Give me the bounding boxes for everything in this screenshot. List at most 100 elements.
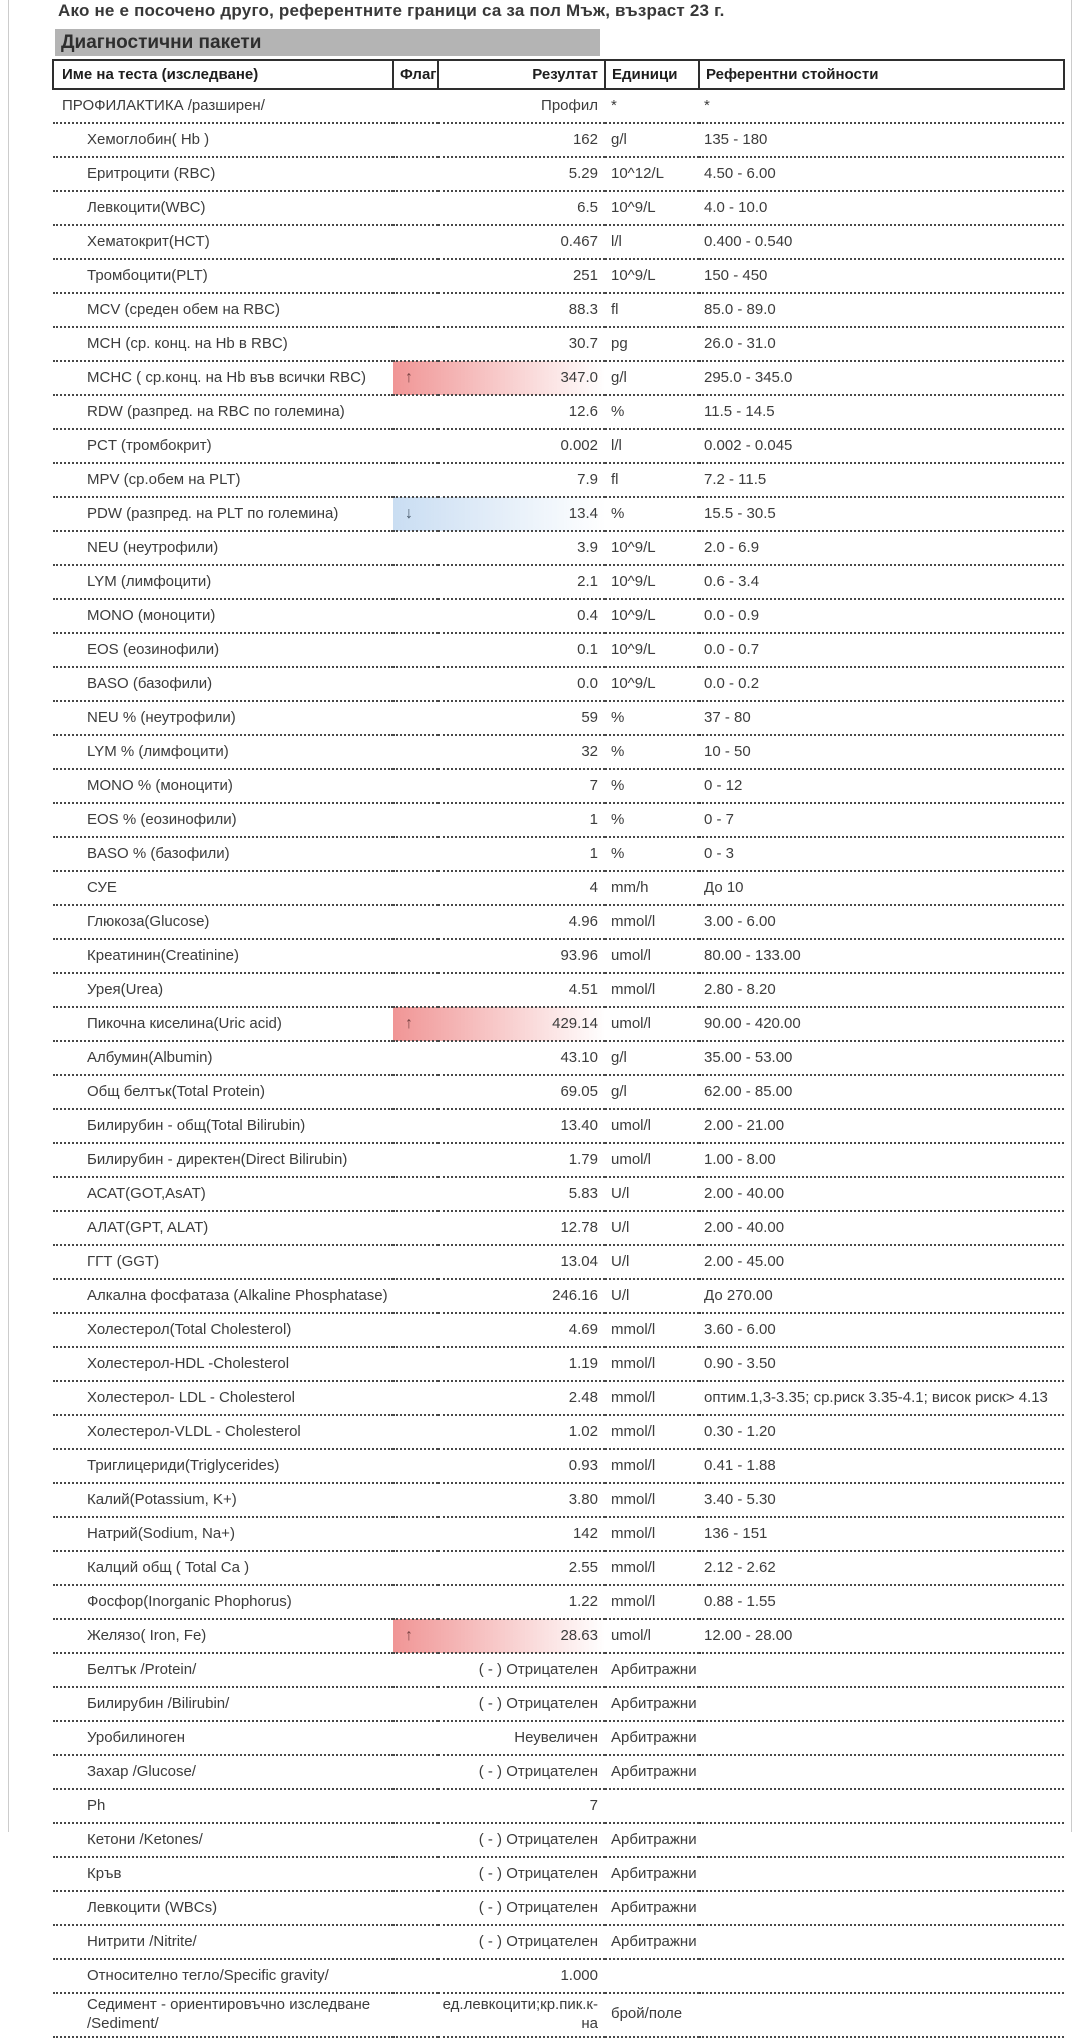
units-value: Арбитражни (605, 1653, 699, 1688)
test-name: Желязо( Iron, Fe) (53, 1619, 393, 1654)
flag-cell (393, 123, 438, 158)
test-name: PDW (разпред. на PLT по големина) (53, 497, 393, 532)
result-value: ( - ) Отрицателен (438, 1687, 605, 1722)
reference-range (699, 1755, 1064, 1790)
flag-cell (393, 1653, 438, 1688)
test-name: Левкоцити(WBC) (53, 191, 393, 226)
flag-cell (393, 1211, 438, 1246)
table-row: Нитрити /Nitrite/ ( - ) Отрицателен Арбитр… (53, 1925, 1064, 1960)
result-value: 0.002 (438, 429, 605, 464)
test-name: Общ белтък(Total Protein) (53, 1075, 393, 1110)
reference-range: 37 - 80 (699, 701, 1064, 736)
units-value: mmol/l (605, 1381, 699, 1416)
units-value: 10^9/L (605, 667, 699, 702)
reference-range (699, 1891, 1064, 1926)
units-value: mmol/l (605, 1449, 699, 1484)
flag-cell (393, 1687, 438, 1722)
flag-cell (393, 1381, 438, 1416)
table-row: ГГТ (GGT) 13.04 U/l 2.00 - 45.00 (53, 1245, 1064, 1280)
reference-range: 11.5 - 14.5 (699, 395, 1064, 430)
table-row: Холестерол-VLDL - Cholesterol 1.02 mmol/l 0… (53, 1415, 1064, 1450)
units-value: mmol/l (605, 1347, 699, 1382)
units-value: % (605, 735, 699, 770)
test-name: LYM (лимфоцити) (53, 565, 393, 600)
flag-cell (393, 1143, 438, 1178)
result-value: 246.16 (438, 1279, 605, 1314)
flag-cell (393, 1177, 438, 1212)
flag-cell (393, 667, 438, 702)
flag-cell (393, 837, 438, 872)
reference-range (699, 1653, 1064, 1688)
reference-range: оптим.1,3-3.35; ср.риск 3.35-4.1; висок … (699, 1381, 1064, 1416)
flag-cell (393, 1415, 438, 1450)
test-name: Билирубин /Bilirubin/ (53, 1687, 393, 1722)
arrow-up-icon: ↑ (405, 368, 413, 386)
result-value: 1 (438, 837, 605, 872)
flag-cell (393, 395, 438, 430)
result-value: 2.1 (438, 565, 605, 600)
table-row: Холестерол(Total Cholesterol) 4.69 mmol/l 3… (53, 1313, 1064, 1348)
test-name: MONO % (моноцити) (53, 769, 393, 804)
flag-cell (393, 1109, 438, 1144)
reference-range: 15.5 - 30.5 (699, 497, 1064, 532)
flag-cell (393, 633, 438, 668)
result-value: ( - ) Отрицателен (438, 1823, 605, 1858)
result-value: 1.000 (438, 1959, 605, 1994)
test-name: Седимент - ориентировъчно изследване /Se… (53, 1993, 393, 2038)
result-value: 3.9 (438, 531, 605, 566)
reference-range: 0.0 - 0.2 (699, 667, 1064, 702)
table-row: Захар /Glucose/ ( - ) Отрицателен Арбитраж… (53, 1755, 1064, 1790)
units-value: 10^9/L (605, 565, 699, 600)
units-value: % (605, 701, 699, 736)
reference-range (699, 1925, 1064, 1960)
result-value: 0.467 (438, 225, 605, 260)
table-row: Холестерол-HDL -Cholesterol 1.19 mmol/l 0.9… (53, 1347, 1064, 1382)
flag-cell (393, 769, 438, 804)
reference-range: 3.60 - 6.00 (699, 1313, 1064, 1348)
flag-cell (393, 1823, 438, 1858)
reference-range: 2.80 - 8.20 (699, 973, 1064, 1008)
units-value: g/l (605, 1075, 699, 1110)
units-value (605, 1789, 699, 1824)
units-value: Арбитражни (605, 1857, 699, 1892)
test-name: Холестерол- LDL - Cholesterol (53, 1381, 393, 1416)
table-row: Урея(Urea) 4.51 mmol/l 2.80 - 8.20 (53, 973, 1064, 1008)
result-value: ед.левкоцити;кр.пик.к-на (438, 1993, 605, 2038)
flag-cell (393, 293, 438, 328)
column-header-units: Единици (604, 59, 700, 90)
table-row: Калий(Potassium, K+) 3.80 mmol/l 3.40 - 5.3… (53, 1483, 1064, 1518)
table-row: BASO (базофили) 0.0 10^9/L 0.0 - 0.2 (53, 667, 1064, 702)
reference-range (699, 1687, 1064, 1722)
flag-cell: ↑ (393, 361, 438, 396)
table-row: BASO % (базофили) 1% 0 - 3 (53, 837, 1064, 872)
flag-cell (393, 871, 438, 906)
result-value: 0.1 (438, 633, 605, 668)
reference-range: 3.00 - 6.00 (699, 905, 1064, 940)
reference-range: * (699, 89, 1064, 124)
reference-range: 12.00 - 28.00 (699, 1619, 1064, 1654)
reference-range: 3.40 - 5.30 (699, 1483, 1064, 1518)
test-name: Нитрити /Nitrite/ (53, 1925, 393, 1960)
test-name: ГГТ (GGT) (53, 1245, 393, 1280)
table-row: EOS (еозинофили) 0.1 10^9/L 0.0 - 0.7 (53, 633, 1064, 668)
units-value: fl (605, 293, 699, 328)
units-value: fl (605, 463, 699, 498)
test-name: BASO (базофили) (53, 667, 393, 702)
arrow-down-icon: ↓ (405, 504, 413, 522)
units-value: mmol/l (605, 1313, 699, 1348)
result-value: 251 (438, 259, 605, 294)
table-row: MCV (среден обем на RBC) 88.3 fl 85.0 - 89.… (53, 293, 1064, 328)
test-name: Алкална фосфатаза (Alkaline Phosphatase) (53, 1279, 393, 1314)
test-name: Кръв (53, 1857, 393, 1892)
result-value: Профил (438, 89, 605, 124)
units-value: U/l (605, 1279, 699, 1314)
result-value: 69.05 (438, 1075, 605, 1110)
result-value: 93.96 (438, 939, 605, 974)
test-name: Уробилиноген (53, 1721, 393, 1756)
flag-cell (393, 1789, 438, 1824)
flag-cell: ↑ (393, 1007, 438, 1042)
result-value: 5.83 (438, 1177, 605, 1212)
flag-cell (393, 1721, 438, 1756)
table-row: NEU (неутрофили) 3.9 10^9/L 2.0 - 6.9 (53, 531, 1064, 566)
flag-cell (393, 531, 438, 566)
